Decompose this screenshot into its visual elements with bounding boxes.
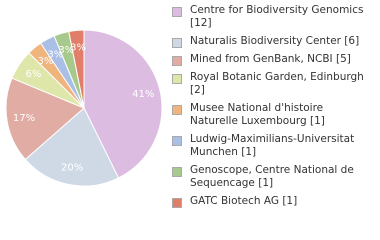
value-label: 3% <box>70 42 86 53</box>
value-label: 17% <box>13 113 35 124</box>
value-label: 20% <box>61 163 83 174</box>
legend-label: Royal Botanic Garden, Edinburgh [2] <box>190 71 364 96</box>
legend-swatch <box>172 105 182 115</box>
legend-label: Centre for Biodiversity Genomics [12] <box>190 4 364 29</box>
legend-item: Ludwig-Maximilians-Universitat Munchen [… <box>172 133 372 159</box>
legend-swatch <box>172 74 182 84</box>
pie: 41%20%17%6%3%3%3%3% <box>5 29 163 187</box>
legend-item: Musee National d'histoire Naturelle Luxe… <box>172 102 372 128</box>
legend-swatch <box>172 167 182 177</box>
legend-item: Mined from GenBank, NCBI [5] <box>172 53 372 66</box>
legend-label: Ludwig-Maximilians-Universitat Munchen [… <box>190 133 355 158</box>
value-label: 3% <box>37 56 53 67</box>
legend-item: Genoscope, Centre National de Sequencage… <box>172 164 372 190</box>
legend-swatch <box>172 136 182 146</box>
legend-label: GATC Biotech AG [1] <box>190 195 298 207</box>
legend-label: Genoscope, Centre National de Sequencage… <box>190 164 354 189</box>
slice <box>68 29 85 109</box>
legend-item: Royal Botanic Garden, Edinburgh [2] <box>172 71 372 97</box>
slice <box>83 29 163 179</box>
legend-label: Mined from GenBank, NCBI [5] <box>190 53 351 65</box>
legend-swatch <box>172 198 182 208</box>
slice <box>24 107 120 187</box>
legend-label: Naturalis Biodiversity Center [6] <box>190 35 360 47</box>
slice <box>5 77 85 161</box>
value-label: 3% <box>58 45 74 56</box>
legend-item: GATC Biotech AG [1] <box>172 195 372 208</box>
legend-swatch <box>172 7 182 17</box>
value-label: 41% <box>132 89 154 100</box>
legend-item: Naturalis Biodiversity Center [6] <box>172 35 372 48</box>
legend-item: Centre for Biodiversity Genomics [12] <box>172 4 372 30</box>
value-label: 6% <box>25 69 41 80</box>
legend-swatch <box>172 56 182 66</box>
legend: Centre for Biodiversity Genomics [12] Nat… <box>172 4 372 213</box>
legend-swatch <box>172 38 182 48</box>
value-label: 3% <box>47 49 63 60</box>
legend-label: Musee National d'histoire Naturelle Luxe… <box>190 102 325 127</box>
